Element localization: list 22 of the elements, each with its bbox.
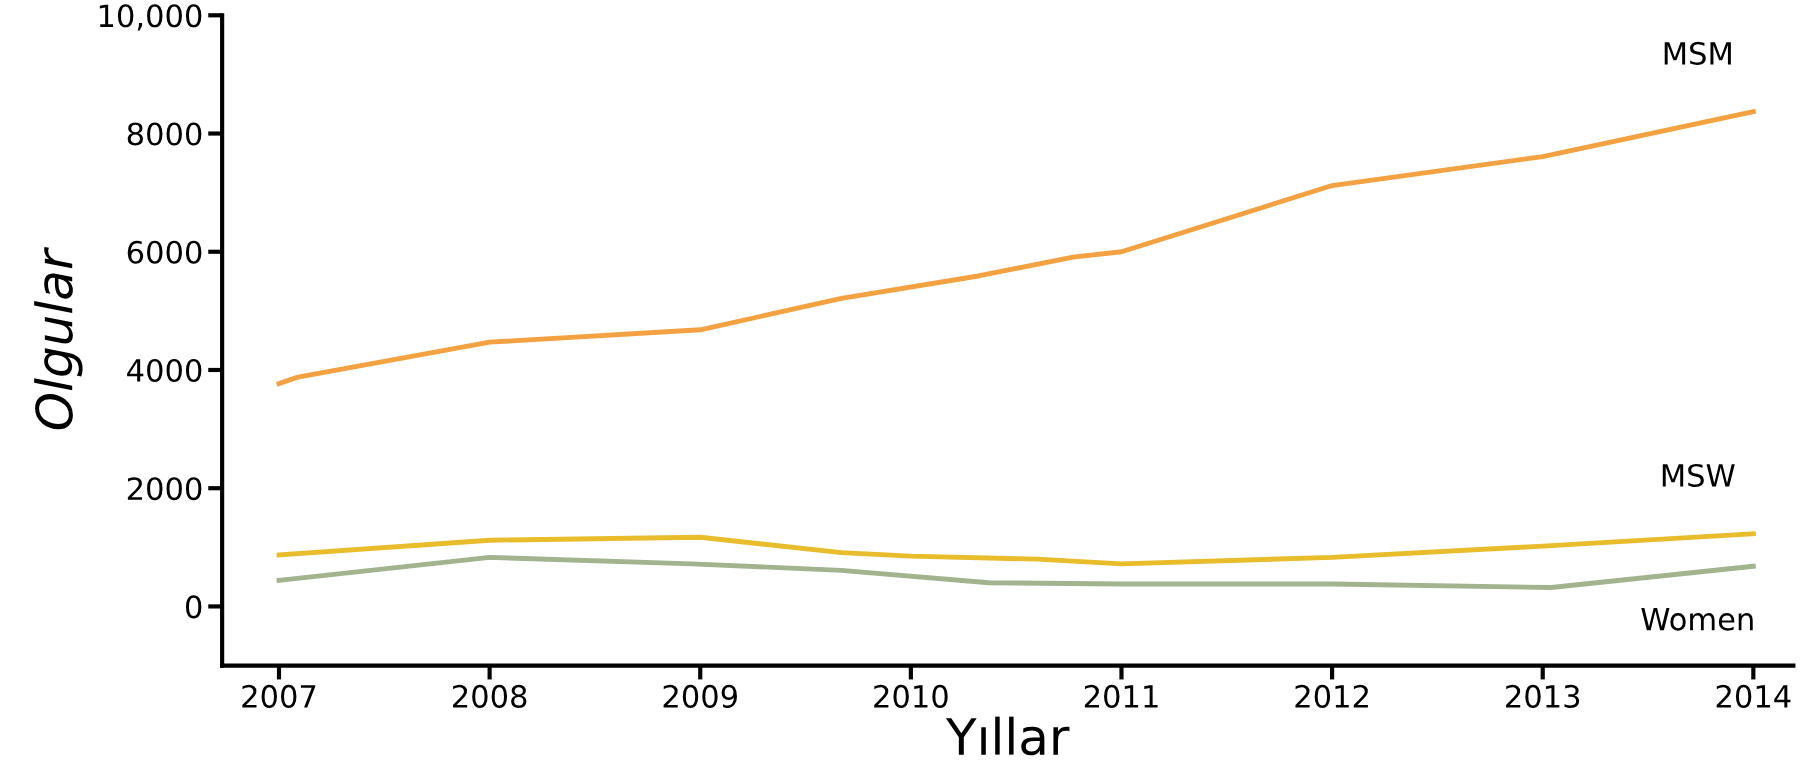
x-tick-label: 2009	[663, 684, 737, 708]
line-series	[276, 109, 1756, 387]
series-label: Women	[1641, 607, 1753, 631]
y-axis-title: Olgular	[34, 246, 83, 430]
x-tick-label: 2014	[1716, 684, 1791, 708]
line-series	[276, 531, 1756, 567]
y-tick-label: 0	[185, 595, 202, 619]
y-tick-label: 8000	[127, 122, 202, 146]
y-tick-label: 10,000	[99, 4, 202, 31]
y-tick-label: 6000	[127, 240, 202, 264]
x-tick-label: 2011	[1084, 684, 1158, 708]
x-axis-title: Yıllar	[945, 716, 1070, 756]
line-series	[276, 554, 1756, 590]
series-label: MSW	[1662, 463, 1735, 488]
x-tick-label: 2008	[452, 684, 527, 708]
y-tick-label: 4000	[127, 358, 202, 383]
y-tick-label: 2000	[127, 477, 202, 501]
x-tick-label: 2013	[1506, 684, 1580, 708]
x-tick-label: 2010	[874, 684, 948, 708]
series-label: MSM	[1664, 41, 1731, 65]
x-tick-label: 2007	[242, 684, 316, 708]
x-tick-label: 2012	[1295, 684, 1368, 708]
